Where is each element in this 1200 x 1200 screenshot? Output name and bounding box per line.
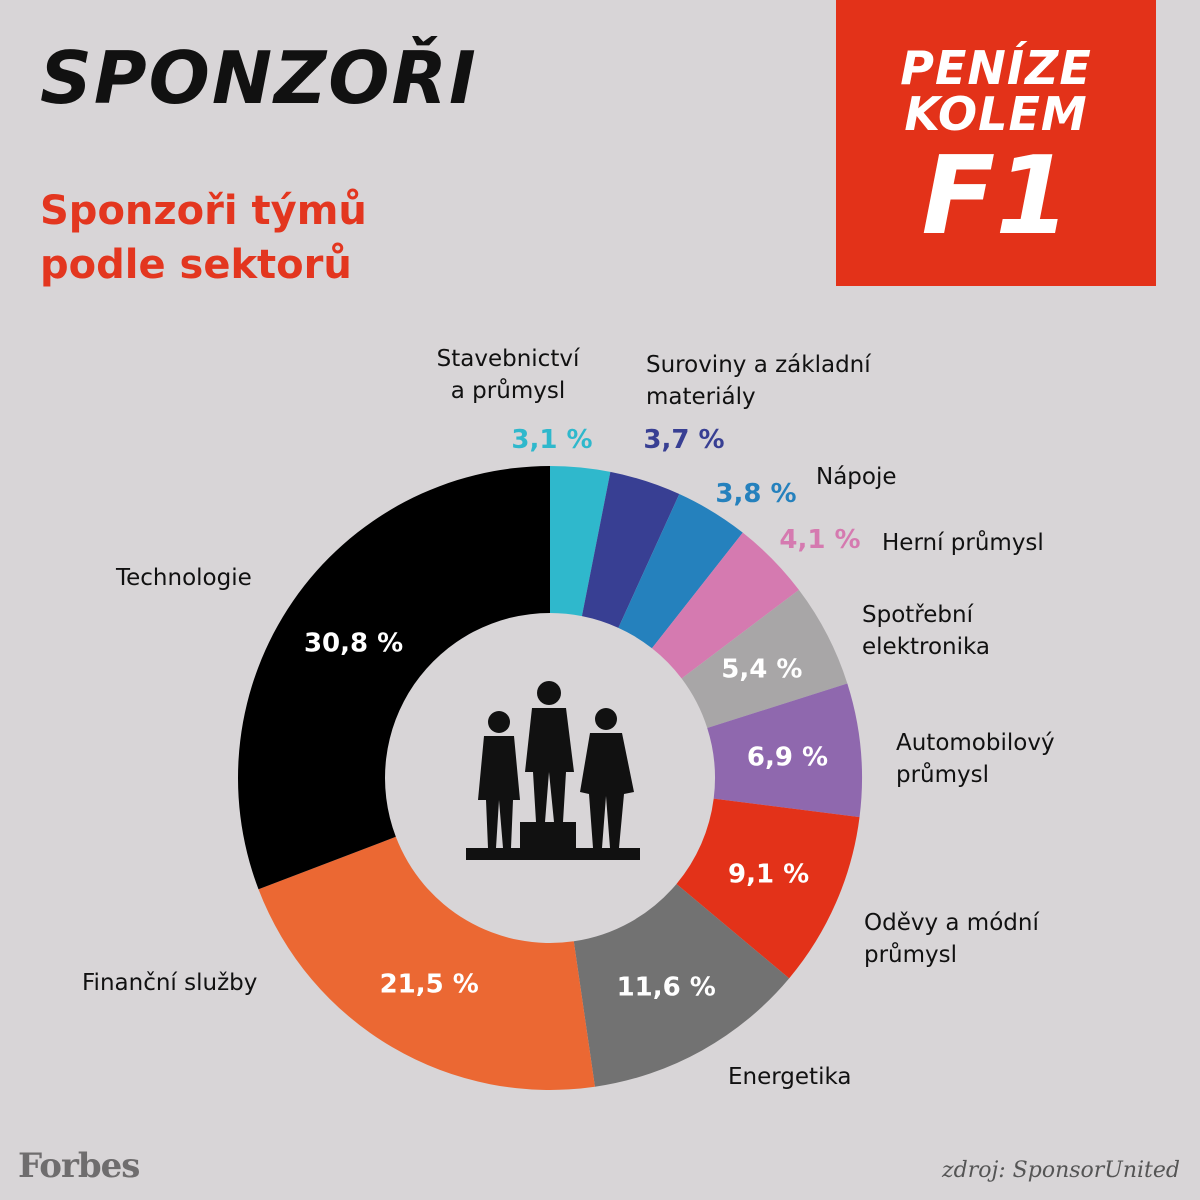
chart-subtitle: Sponzoři týmů podle sektorů <box>40 184 460 292</box>
category-label-2: Nápoje <box>816 464 897 490</box>
subtitle-line-1: Sponzoři týmů <box>40 188 367 234</box>
slice-6 <box>676 798 860 979</box>
value-label-5: 6,9 % <box>747 742 828 772</box>
value-label-6: 9,1 % <box>728 859 809 889</box>
slice-3 <box>651 532 799 679</box>
source-note: zdroj: SponsorUnited <box>942 1158 1180 1183</box>
brand-box: PENÍZE KOLEM F1 <box>836 0 1156 286</box>
slice-5 <box>707 683 862 818</box>
value-label-7: 11,6 % <box>617 972 716 1002</box>
page-title: SPONZOŘI <box>40 36 478 120</box>
slice-4 <box>681 589 848 728</box>
value-label-4: 5,4 % <box>721 654 802 684</box>
value-label-8: 21,5 % <box>380 970 479 1000</box>
value-label-3: 4,1 % <box>779 525 860 555</box>
chart-value-labels: 3,1 % 3,7 % 3,8 % 4,1 % 5,4 % 6,9 % 9,1 % 11,6 … <box>304 425 861 1002</box>
value-label-0: 3,1 % <box>511 425 592 455</box>
value-label-9: 30,8 % <box>304 629 403 659</box>
chart-slices <box>238 466 862 1091</box>
value-label-2: 3,8 % <box>715 479 796 509</box>
subtitle-line-2: podle sektorů <box>40 242 352 288</box>
category-label-9: Technologie <box>115 565 252 591</box>
category-label-8: Finanční služby <box>82 970 257 996</box>
brand-line-3: F1 <box>921 134 1071 259</box>
slice-8 <box>258 836 595 1091</box>
brand-line-1: PENÍZE <box>900 41 1092 95</box>
category-label-6: Oděvy a módní průmysl <box>864 910 1039 968</box>
slice-7 <box>573 883 790 1087</box>
category-label-4: Spotřební elektronika <box>862 602 990 660</box>
forbes-logo: Forbes <box>18 1146 140 1186</box>
category-label-7: Energetika <box>728 1064 851 1090</box>
value-label-1: 3,7 % <box>643 425 724 455</box>
slice-9 <box>238 466 550 890</box>
slice-0 <box>550 466 611 617</box>
category-label-3: Herní průmysl <box>882 529 1044 556</box>
slice-2 <box>618 494 743 649</box>
chart-category-labels: Stavebnictví a průmysl Suroviny a základní… <box>82 346 1055 1090</box>
category-label-1: Suroviny a základní materiály <box>646 352 871 410</box>
podium-silhouette-icon <box>466 681 640 860</box>
category-label-5: Automobilový průmysl <box>896 730 1055 788</box>
slice-1 <box>581 471 680 628</box>
category-label-0: Stavebnictví a průmysl <box>437 346 580 404</box>
brand-line-2: KOLEM <box>904 87 1088 141</box>
